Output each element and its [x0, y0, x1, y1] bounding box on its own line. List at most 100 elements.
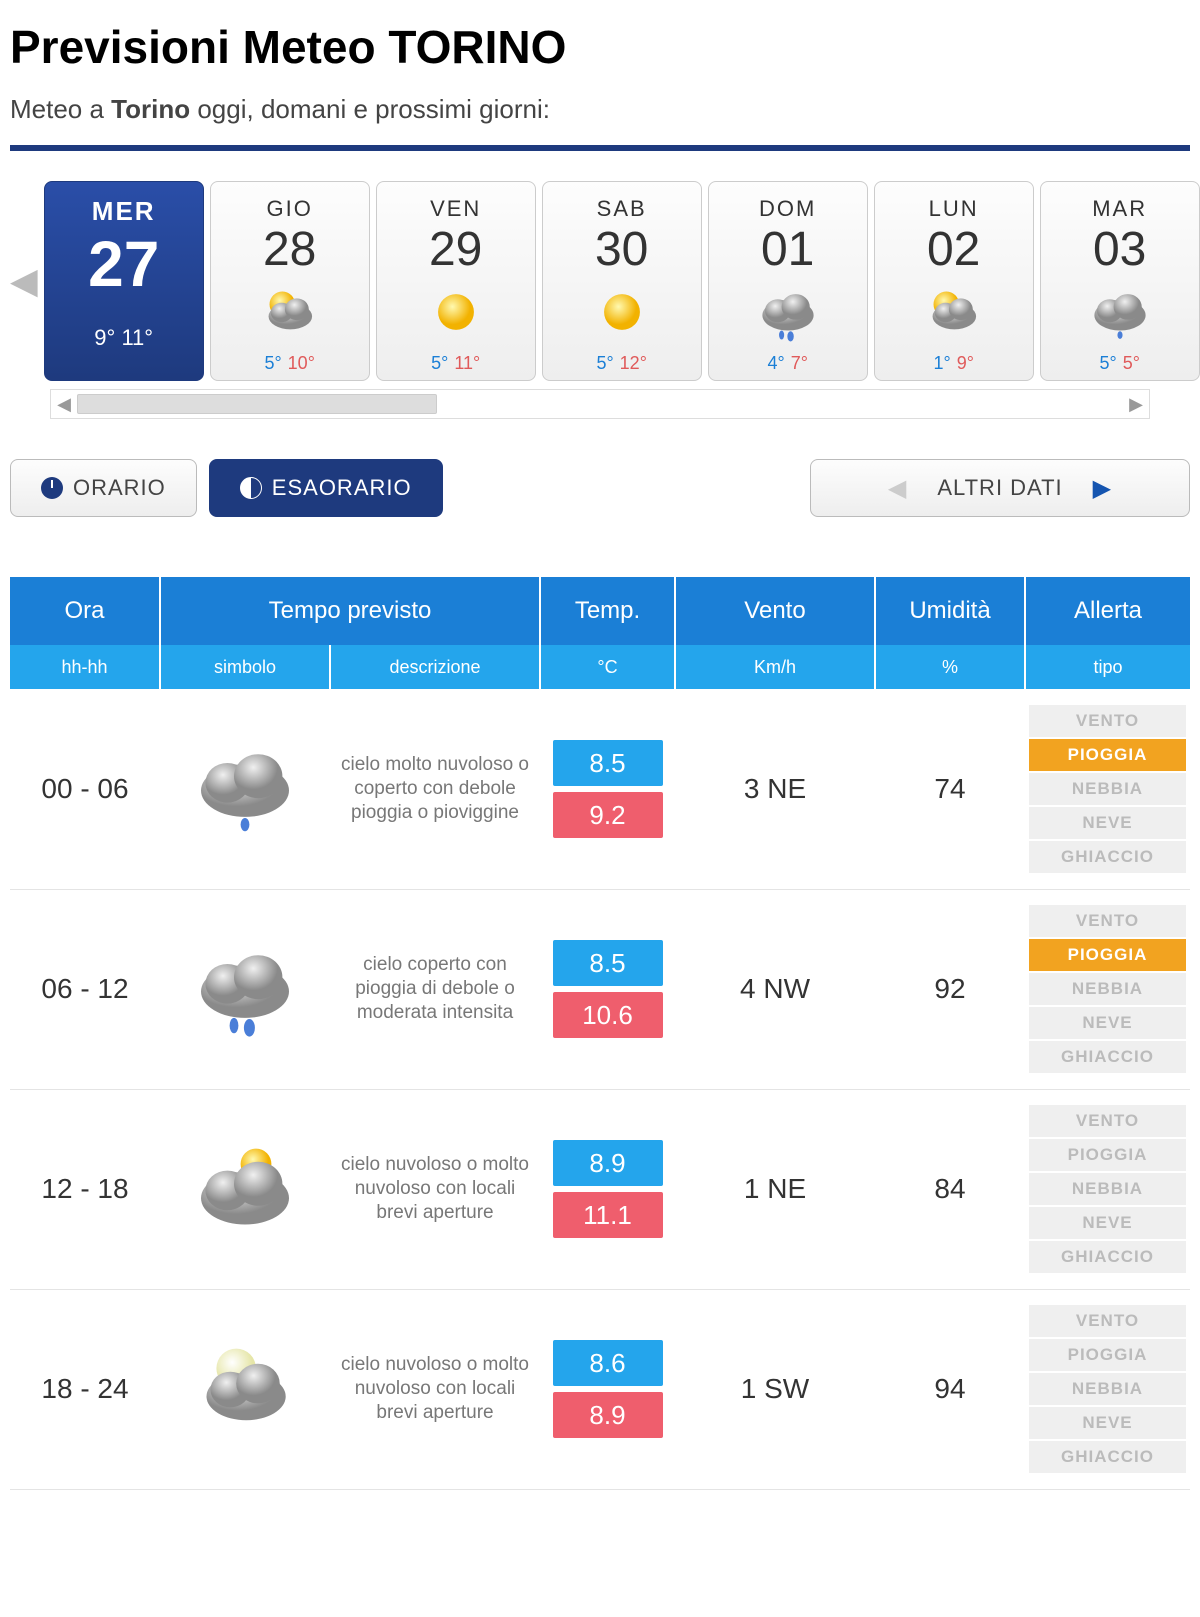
scroll-right-arrow[interactable]: ▶	[1123, 394, 1149, 415]
temp-min-badge: 8.5	[553, 740, 663, 786]
cell-umid: 84	[875, 1089, 1025, 1289]
alert-pioggia: PIOGGIA	[1029, 739, 1186, 771]
cell-alerts: VENTOPIOGGIANEBBIANEVEGHIACCIO	[1025, 1289, 1190, 1489]
tab-orario[interactable]: ORARIO	[10, 459, 197, 517]
day-temps: 1°9°	[875, 353, 1033, 374]
day-card-lun[interactable]: LUN 02 1°9°	[874, 181, 1034, 381]
day-tmax: 5°	[1123, 353, 1140, 373]
day-dow: DOM	[709, 196, 867, 222]
cell-simbolo	[160, 889, 330, 1089]
th-umid: Umidità	[875, 577, 1025, 645]
day-num: 01	[709, 222, 867, 277]
alert-pioggia: PIOGGIA	[1029, 1339, 1186, 1371]
scroll-left-arrow[interactable]: ◀	[51, 394, 77, 415]
day-card-dom[interactable]: DOM 01 4° 7°	[708, 181, 868, 381]
day-dow: MAR	[1041, 196, 1199, 222]
tab-orario-label: ORARIO	[73, 475, 166, 501]
th2-pct: %	[875, 645, 1025, 689]
th2-kmh: Km/h	[675, 645, 875, 689]
day-tmin: 5°	[1099, 353, 1116, 373]
th2-desc: descrizione	[330, 645, 540, 689]
cell-alerts: VENTOPIOGGIANEBBIANEVEGHIACCIO	[1025, 889, 1190, 1089]
sun-icon	[421, 280, 491, 344]
temp-max-badge: 8.9	[553, 1392, 663, 1438]
tab-esaorario-label: ESAORARIO	[272, 475, 412, 501]
th2-simbolo: simbolo	[160, 645, 330, 689]
alert-ghiaccio: GHIACCIO	[1029, 1041, 1186, 1073]
sun-cloud-icon	[919, 280, 989, 344]
days-scrollbar[interactable]: ◀ ▶	[50, 389, 1150, 419]
divider-bar	[10, 145, 1190, 151]
temp-min-badge: 8.9	[553, 1140, 663, 1186]
day-temps: 5°10°	[211, 353, 369, 374]
table-header-1: Ora Tempo previsto Temp. Vento Umidità A…	[10, 577, 1190, 645]
day-dow: MER	[45, 196, 203, 227]
alert-vento: VENTO	[1029, 1105, 1186, 1137]
cell-ora: 00 - 06	[10, 689, 160, 889]
days-prev-arrow[interactable]: ◀	[10, 181, 38, 381]
altri-prev-icon: ◀	[888, 474, 907, 503]
day-card-mer[interactable]: MER 27 9° 11°	[44, 181, 204, 381]
day-temps: 5° 12°	[543, 353, 701, 374]
alert-neve: NEVE	[1029, 1407, 1186, 1439]
page-subtitle: Meteo a Torino oggi, domani e prossimi g…	[10, 94, 1190, 125]
cell-umid: 92	[875, 889, 1025, 1089]
altri-next-icon: ▶	[1093, 474, 1112, 503]
day-card-mar[interactable]: MAR 03 5° 5°	[1040, 181, 1200, 381]
alert-nebbia: NEBBIA	[1029, 1173, 1186, 1205]
th-ora: Ora	[10, 577, 160, 645]
day-num: 30	[543, 222, 701, 277]
forecast-row: 00 - 06 cielo molto nuvoloso o coperto c…	[10, 689, 1190, 889]
page-title: Previsioni Meteo TORINO	[10, 20, 1190, 74]
day-num: 03	[1041, 222, 1199, 277]
day-tmin: 5°	[596, 353, 613, 373]
day-tmax: 7°	[791, 353, 808, 373]
altri-label: ALTRI DATI	[937, 475, 1062, 501]
temp-min-badge: 8.5	[553, 940, 663, 986]
scroll-track[interactable]	[77, 394, 1123, 414]
cell-desc: cielo nuvoloso o molto nuvoloso con loca…	[330, 1089, 540, 1289]
alert-ghiaccio: GHIACCIO	[1029, 1241, 1186, 1273]
alert-ghiaccio: GHIACCIO	[1029, 1441, 1186, 1473]
scroll-thumb[interactable]	[77, 394, 437, 414]
cloud-rain-icon	[753, 280, 823, 344]
clock-icon	[41, 477, 63, 499]
altri-dati-button[interactable]: ◀ ALTRI DATI ▶	[810, 459, 1190, 517]
tab-esaorario[interactable]: ESAORARIO	[209, 459, 443, 517]
day-card-ven[interactable]: VEN 29 5°11°	[376, 181, 536, 381]
cell-desc: cielo nuvoloso o molto nuvoloso con loca…	[330, 1289, 540, 1489]
th-temp: Temp.	[540, 577, 675, 645]
day-card-gio[interactable]: GIO 28 5°10°	[210, 181, 370, 381]
th2-c: °C	[540, 645, 675, 689]
cloud-drop-icon	[1085, 280, 1155, 344]
day-dow: LUN	[875, 196, 1033, 222]
day-card-sab[interactable]: SAB 30 5° 12°	[542, 181, 702, 381]
cell-vento: 1 SW	[675, 1289, 875, 1489]
alert-vento: VENTO	[1029, 905, 1186, 937]
forecast-table: Ora Tempo previsto Temp. Vento Umidità A…	[10, 577, 1190, 1490]
alert-nebbia: NEBBIA	[1029, 973, 1186, 1005]
cell-temp: 8.5 10.6	[540, 889, 675, 1089]
alert-neve: NEVE	[1029, 1007, 1186, 1039]
alert-neve: NEVE	[1029, 1207, 1186, 1239]
day-temps: 9° 11°	[45, 325, 203, 351]
day-num: 27	[45, 227, 203, 301]
th2-tipo: tipo	[1025, 645, 1190, 689]
alert-vento: VENTO	[1029, 705, 1186, 737]
cloud-rain-icon	[185, 931, 305, 1041]
day-num: 28	[211, 222, 369, 277]
day-tmin: 4°	[767, 353, 784, 373]
cell-desc: cielo coperto con pioggia di debole o mo…	[330, 889, 540, 1089]
day-dow: SAB	[543, 196, 701, 222]
day-temps: 5°11°	[377, 353, 535, 374]
day-dow: VEN	[377, 196, 535, 222]
alert-vento: VENTO	[1029, 1305, 1186, 1337]
cell-ora: 18 - 24	[10, 1289, 160, 1489]
temp-max-badge: 10.6	[553, 992, 663, 1038]
th-vento: Vento	[675, 577, 875, 645]
day-tmin: 5°	[264, 353, 281, 373]
forecast-row: 18 - 24 cielo nuvoloso o molto nuvoloso …	[10, 1289, 1190, 1489]
cell-alerts: VENTOPIOGGIANEBBIANEVEGHIACCIO	[1025, 689, 1190, 889]
cell-simbolo	[160, 1289, 330, 1489]
day-tmax: 12°	[620, 353, 647, 373]
